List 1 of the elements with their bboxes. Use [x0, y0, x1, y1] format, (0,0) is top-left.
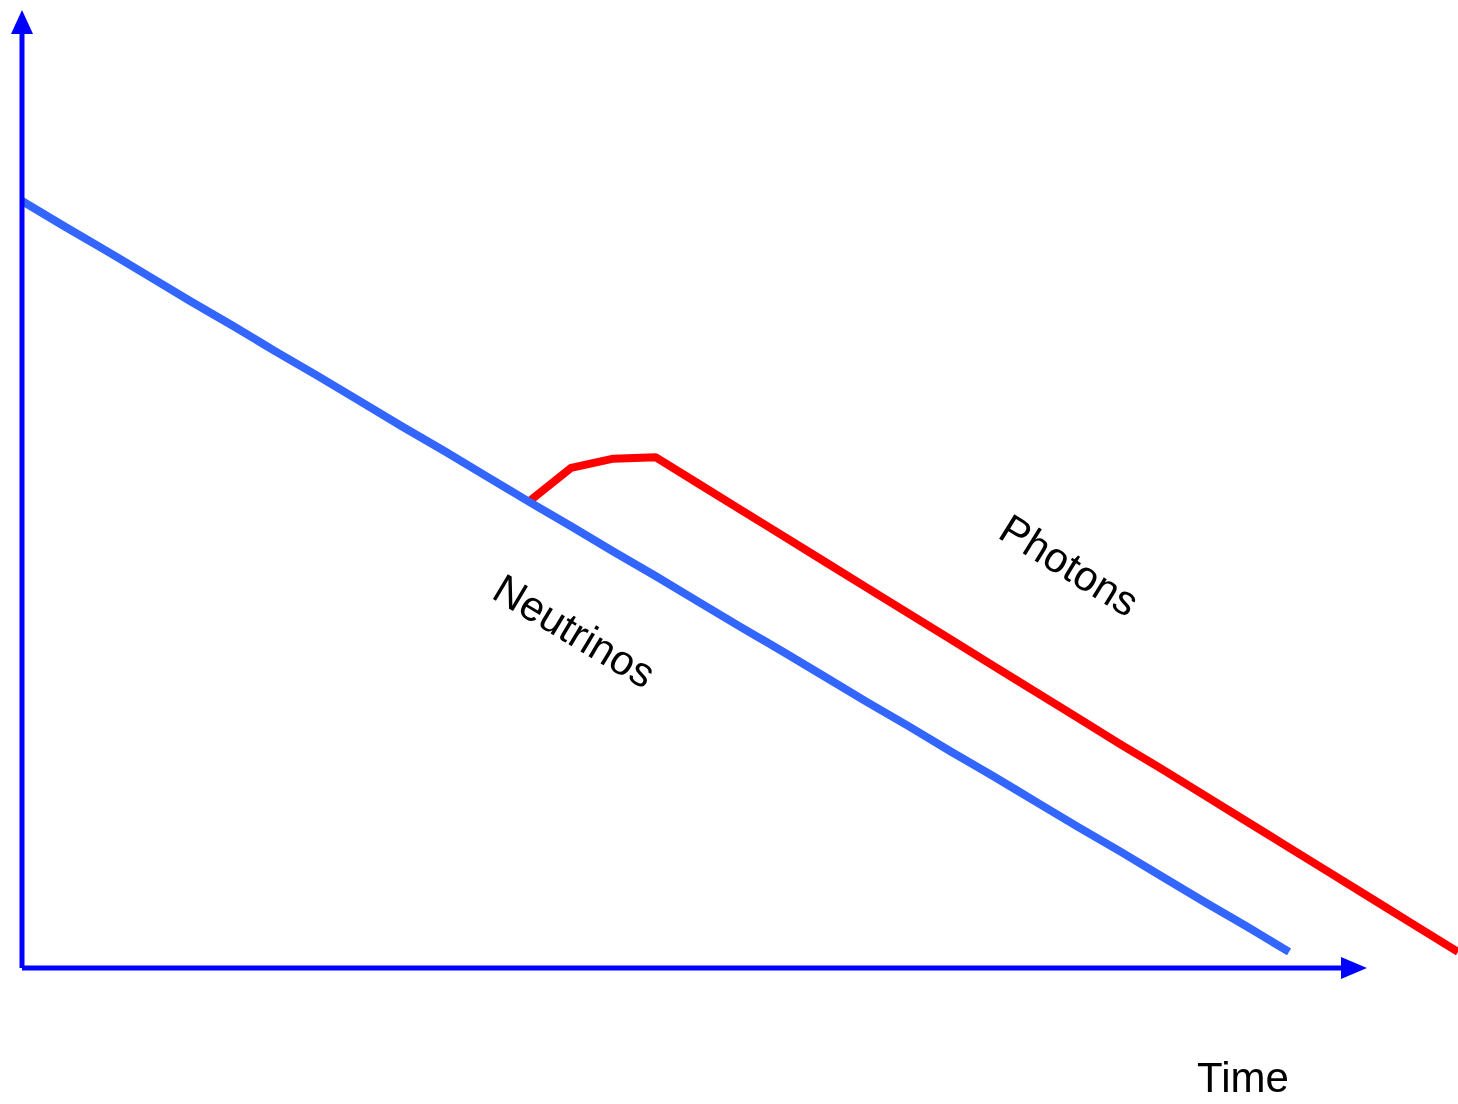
x-axis-title: Time: [1197, 1053, 1289, 1101]
